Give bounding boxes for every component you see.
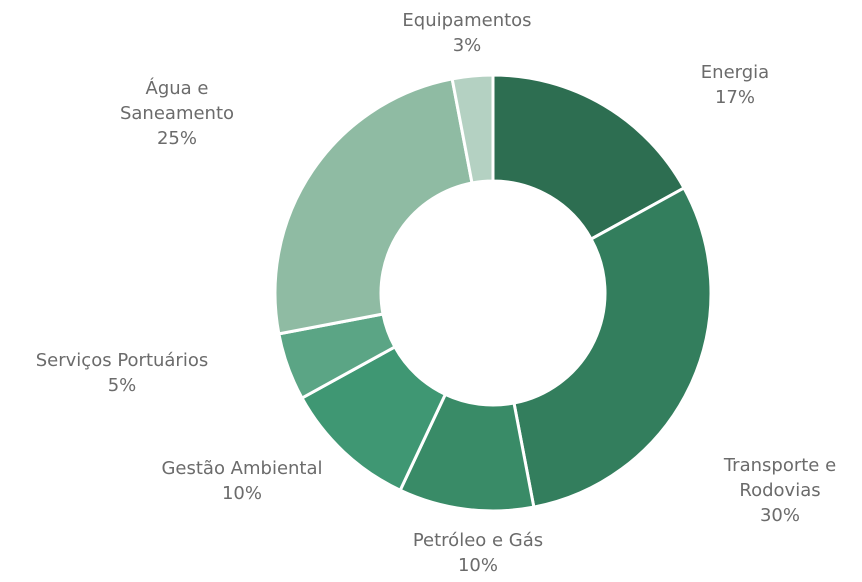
category-label: Energia [700,62,770,83]
slice [491,73,687,242]
slice-label: Energia 17% [675,60,795,110]
category-label: Água e Saneamento [119,78,235,124]
value-label: 3% [452,35,482,56]
slice-label: Petróleo e Gás 10% [368,528,588,578]
value-label: 25% [156,128,197,149]
category-label: Gestão Ambiental [161,458,323,479]
slice-label: Água e Saneamento 25% [97,76,257,151]
value-label: 10% [457,555,498,576]
slice [273,77,474,336]
category-label: Transporte e Rodovias [723,455,837,501]
category-label: Petróleo e Gás [412,530,544,551]
category-label: Serviços Portuários [35,350,209,371]
value-label: 17% [714,87,755,108]
slice [450,73,495,185]
slice-label: Serviços Portuários 5% [2,348,242,398]
value-label: 30% [759,505,800,526]
value-label: 5% [107,375,137,396]
slice-label: Equipamentos 3% [377,8,557,58]
slice-label: Transporte e Rodovias 30% [700,453,860,528]
slice-label: Gestão Ambiental 10% [122,456,362,506]
slice [512,185,713,509]
category-label: Equipamentos [402,10,532,31]
value-label: 10% [221,483,262,504]
